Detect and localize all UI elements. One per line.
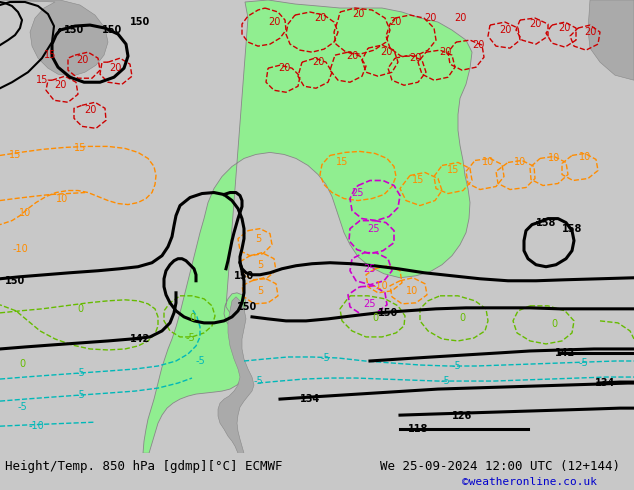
Text: 25: 25 <box>352 188 365 197</box>
Text: 126: 126 <box>452 411 472 421</box>
Text: -10: -10 <box>12 244 28 254</box>
Text: 0: 0 <box>372 313 378 323</box>
Text: 20: 20 <box>454 13 466 23</box>
Text: 20: 20 <box>54 80 66 90</box>
Text: -5: -5 <box>578 358 588 368</box>
Text: 150: 150 <box>5 276 25 286</box>
Text: 20: 20 <box>409 53 421 63</box>
Text: 20: 20 <box>268 17 280 27</box>
Text: We 25-09-2024 12:00 UTC (12+144): We 25-09-2024 12:00 UTC (12+144) <box>380 460 620 473</box>
Text: Height/Temp. 850 hPa [gdmp][°C] ECMWF: Height/Temp. 850 hPa [gdmp][°C] ECMWF <box>5 460 283 473</box>
Text: 142: 142 <box>555 348 575 358</box>
Text: -5: -5 <box>440 376 450 386</box>
Text: 15: 15 <box>447 166 459 175</box>
Text: 134: 134 <box>300 394 320 404</box>
Text: 150: 150 <box>102 25 122 35</box>
Text: 20: 20 <box>352 9 364 19</box>
Text: 20: 20 <box>346 51 358 61</box>
Text: -10: -10 <box>372 281 388 291</box>
Polygon shape <box>0 0 108 76</box>
Text: 10: 10 <box>19 208 31 218</box>
Text: 15: 15 <box>36 75 48 85</box>
Text: 20: 20 <box>584 27 596 37</box>
Text: 20: 20 <box>529 19 541 29</box>
Text: 0: 0 <box>551 319 557 329</box>
Text: -5: -5 <box>195 356 205 366</box>
Text: 20: 20 <box>558 23 570 33</box>
Text: -5: -5 <box>320 353 330 363</box>
Polygon shape <box>588 0 634 80</box>
Text: 20: 20 <box>439 47 451 57</box>
Text: 5: 5 <box>257 260 263 270</box>
Text: 150: 150 <box>237 302 257 312</box>
Text: 118: 118 <box>408 424 428 434</box>
Text: 20: 20 <box>472 40 484 50</box>
Text: 150: 150 <box>234 271 254 281</box>
Text: 0: 0 <box>19 359 25 369</box>
Text: 20: 20 <box>380 47 392 57</box>
Text: 20: 20 <box>76 55 88 65</box>
Text: 0: 0 <box>77 304 83 314</box>
Text: -5: -5 <box>185 333 195 343</box>
Text: 5: 5 <box>255 234 261 244</box>
Text: 158: 158 <box>536 218 556 228</box>
Text: 15: 15 <box>336 157 348 168</box>
Text: -5: -5 <box>75 390 85 400</box>
Text: -5: -5 <box>253 376 263 386</box>
Text: -5: -5 <box>451 361 461 371</box>
Text: 20: 20 <box>312 57 324 67</box>
Text: 10: 10 <box>548 153 560 164</box>
Text: 20: 20 <box>109 63 121 73</box>
Text: ©weatheronline.co.uk: ©weatheronline.co.uk <box>462 477 597 487</box>
Text: 25: 25 <box>368 223 380 234</box>
Text: 15: 15 <box>9 150 21 160</box>
Text: 5: 5 <box>257 286 263 296</box>
Text: 20: 20 <box>424 13 436 23</box>
Text: 20: 20 <box>278 63 290 73</box>
Text: -5: -5 <box>75 368 85 378</box>
Text: 20: 20 <box>389 17 401 27</box>
Text: 0: 0 <box>189 313 195 323</box>
Text: 20: 20 <box>314 13 326 23</box>
Text: 0: 0 <box>459 313 465 323</box>
Text: -5: -5 <box>17 402 27 412</box>
Text: 15: 15 <box>412 175 424 186</box>
Polygon shape <box>218 297 254 453</box>
Text: 15: 15 <box>44 50 56 60</box>
Text: 158: 158 <box>562 223 582 234</box>
Text: 10: 10 <box>406 286 418 296</box>
Text: 25: 25 <box>364 264 376 274</box>
Text: 10: 10 <box>56 194 68 203</box>
Text: 150: 150 <box>378 308 398 318</box>
Text: 20: 20 <box>84 105 96 115</box>
Text: 10: 10 <box>482 157 494 168</box>
Text: 10: 10 <box>514 157 526 168</box>
Text: 20: 20 <box>499 25 511 35</box>
Text: 134: 134 <box>595 378 615 388</box>
Text: 150: 150 <box>130 17 150 27</box>
Text: 10: 10 <box>579 152 591 162</box>
Text: 15: 15 <box>74 144 86 153</box>
Text: -10: -10 <box>28 421 44 431</box>
Text: 150: 150 <box>64 25 84 35</box>
Text: 25: 25 <box>364 299 376 309</box>
Text: 142: 142 <box>130 334 150 344</box>
Polygon shape <box>143 0 472 453</box>
